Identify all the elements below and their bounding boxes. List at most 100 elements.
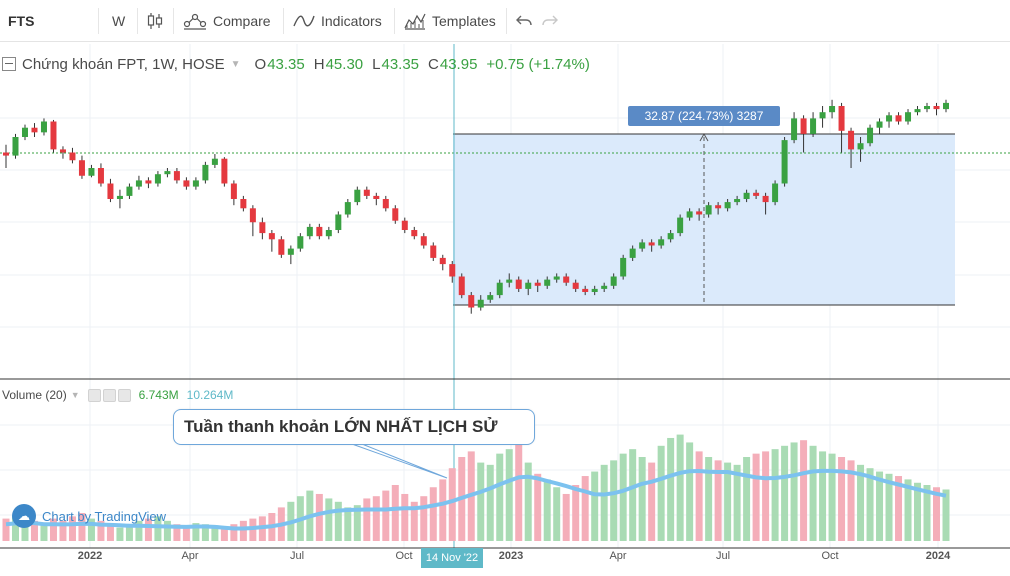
candle-up [924, 106, 931, 110]
candle-up [724, 202, 731, 209]
volume-bar [410, 501, 418, 541]
candle-up [743, 192, 750, 199]
candle-down [97, 168, 104, 184]
volume-bar [211, 525, 219, 541]
volume-bar [686, 442, 694, 541]
volume-bar [391, 485, 399, 541]
candle-down [449, 264, 456, 277]
toolbar-divider [506, 8, 507, 34]
chevron-down-icon[interactable]: ▼ [70, 390, 80, 400]
toolbar-divider [137, 8, 138, 34]
indicators-button[interactable]: Indicators [293, 0, 382, 41]
time-axis-highlight: 14 Nov '22 [421, 548, 483, 568]
chart-type-button[interactable] [146, 0, 164, 41]
candle-up [154, 174, 161, 184]
volume-bar [553, 487, 561, 541]
collapse-icon[interactable] [2, 57, 16, 71]
volume-bar [97, 520, 105, 541]
candle-up [819, 112, 826, 119]
candle-up [164, 171, 171, 175]
volume-bar [572, 485, 580, 541]
time-axis-tick: Jul [289, 550, 305, 562]
templates-button[interactable]: Templates [404, 0, 496, 41]
tradingview-watermark[interactable]: ☁ Chart by TradingView [12, 503, 166, 529]
volume-bar [2, 518, 10, 541]
chevron-down-icon[interactable]: ▼ [230, 58, 241, 70]
candle-down [69, 152, 76, 161]
indicators-label: Indicators [321, 12, 382, 29]
candle-up [21, 127, 28, 137]
volume-bar [885, 473, 893, 541]
symbol-search[interactable]: FTS [8, 12, 35, 29]
candle-down [401, 220, 408, 230]
volume-bar [847, 460, 855, 541]
volume-bar [420, 496, 428, 541]
candle-up [857, 143, 864, 150]
candle-down [78, 160, 85, 176]
volume-bar [201, 524, 209, 541]
candle-up [686, 211, 693, 218]
volume-bar [695, 451, 703, 541]
candle-up [88, 168, 95, 176]
measure-label: 32.87 (224.73%) 3287 [628, 106, 780, 126]
candle-up [639, 242, 646, 249]
volume-bar [230, 524, 238, 541]
volume-bar [828, 453, 836, 541]
candle-up [354, 189, 361, 203]
candle-down [382, 199, 389, 209]
candle-down [515, 279, 522, 289]
undo-button[interactable] [515, 0, 533, 41]
volume-bar [30, 520, 38, 541]
volume-bar [733, 464, 741, 541]
volume-bar [515, 442, 523, 541]
candle-up [829, 106, 836, 113]
candle-up [876, 121, 883, 128]
volume-bar [942, 489, 950, 541]
candle-up [867, 127, 874, 144]
interval-button[interactable]: W [112, 12, 126, 29]
volume-title: Volume (20) [2, 388, 67, 402]
candle-up [905, 112, 912, 122]
volume-bar [173, 524, 181, 541]
volume-bar [857, 464, 865, 541]
ohlc-open: O43.35 [255, 56, 305, 73]
candle-down [458, 276, 465, 296]
candlestick-icon [147, 12, 163, 29]
volume-bar [781, 445, 789, 541]
volume-bar [800, 440, 808, 541]
candle-up [487, 295, 494, 300]
volume-bar [182, 525, 190, 541]
time-axis-tick: Apr [609, 550, 627, 562]
volume-bar [676, 434, 684, 541]
volume-bar [543, 479, 551, 541]
volume-bar [125, 524, 133, 541]
candle-up [325, 230, 332, 237]
measure-range-box[interactable] [453, 134, 955, 305]
candle-up [610, 276, 617, 286]
volume-bar [809, 445, 817, 541]
ohlc-low: L43.35 [372, 56, 419, 73]
compare-button[interactable]: Compare [183, 0, 271, 41]
volume-bar [144, 518, 152, 541]
eye-icon[interactable] [87, 388, 101, 402]
cloud-icon: ☁ [12, 504, 36, 528]
candle-down [316, 226, 323, 237]
volume-bar [154, 516, 162, 541]
time-axis-tick: 2024 [925, 550, 951, 562]
candle-up [914, 109, 921, 113]
candle-up [677, 217, 684, 234]
candle-down [895, 115, 902, 122]
candle-down [534, 282, 541, 286]
volume-bar [372, 496, 380, 541]
annotation-callout[interactable]: Tuần thanh khoản LỚN NHẤT LỊCH SỬ [173, 409, 535, 445]
volume-bar [486, 464, 494, 541]
candle-down [268, 233, 275, 240]
candle-down [933, 106, 940, 110]
volume-bar [439, 479, 447, 541]
candle-down [582, 288, 589, 292]
settings-icon[interactable] [102, 388, 116, 402]
close-icon[interactable] [117, 388, 131, 402]
ohlc-close: C43.95 [428, 56, 477, 73]
redo-button[interactable] [541, 0, 559, 41]
